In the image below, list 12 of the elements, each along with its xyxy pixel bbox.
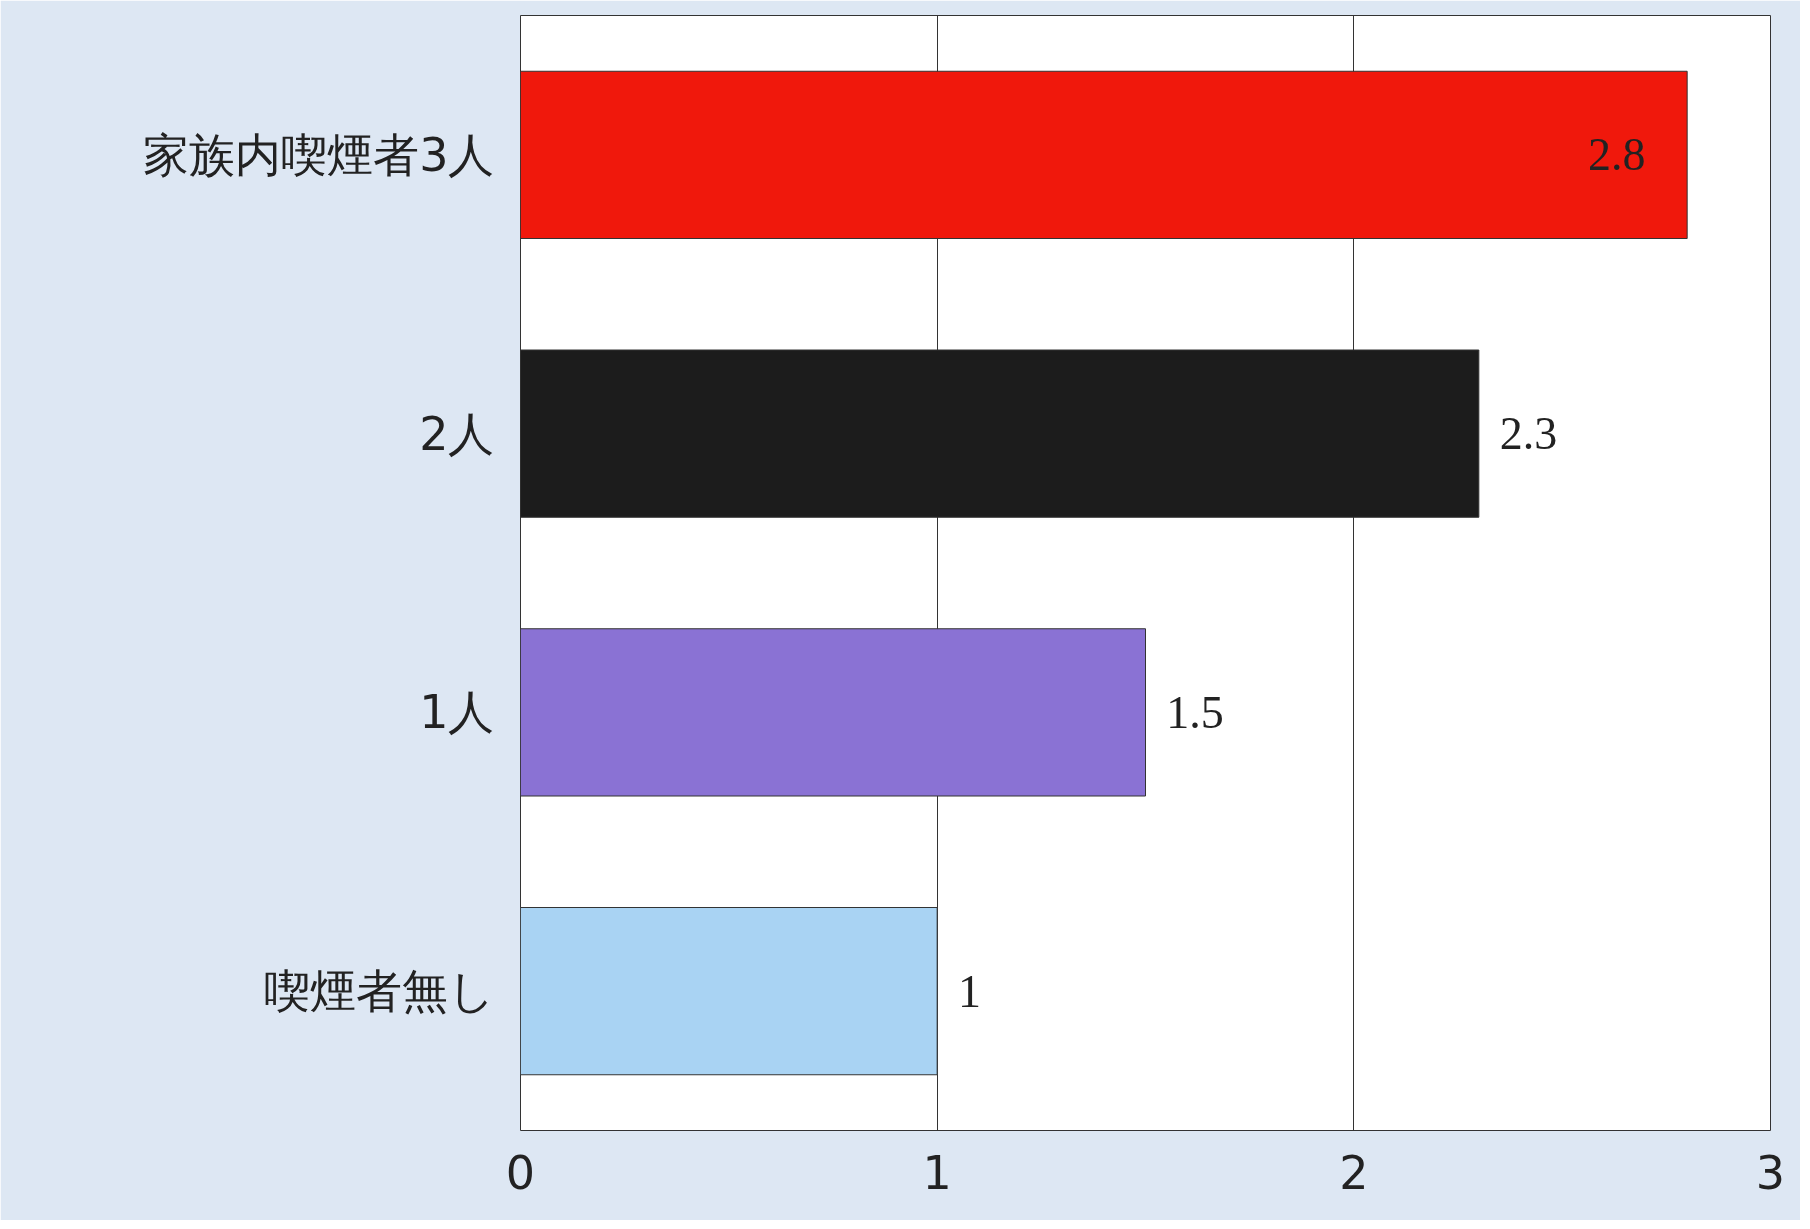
data-label: 2.8 (1588, 129, 1646, 181)
y-tick-label: 2人 (419, 406, 495, 461)
x-tick-label: 1 (922, 1145, 952, 1200)
x-tick-label: 3 (1755, 1145, 1786, 1200)
y-tick-label: 1人 (419, 685, 495, 740)
x-tick-label: 0 (505, 1145, 536, 1200)
data-label: 2.3 (1499, 408, 1558, 460)
x-tick-label: 2 (1339, 1145, 1369, 1200)
y-tick-label: 家族内喫煙者3人 (143, 127, 495, 182)
y-tick-label: 喫煙者無し (263, 964, 495, 1019)
data-label: 1 (958, 965, 981, 1017)
data-label: 1.5 (1166, 686, 1224, 738)
